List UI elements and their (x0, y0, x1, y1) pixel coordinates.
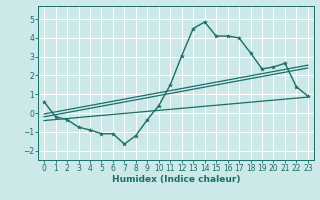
X-axis label: Humidex (Indice chaleur): Humidex (Indice chaleur) (112, 175, 240, 184)
